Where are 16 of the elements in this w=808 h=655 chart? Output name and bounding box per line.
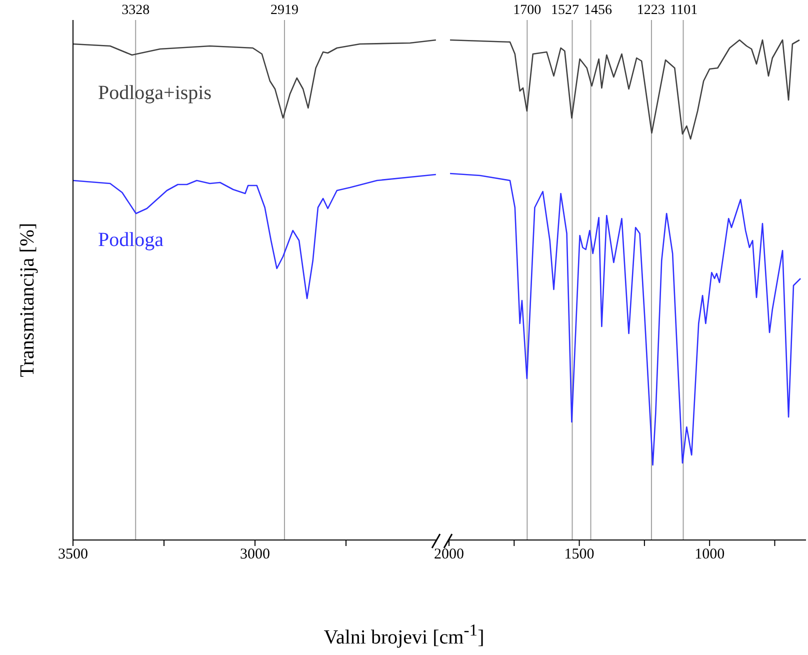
series-label: Podloga <box>98 229 164 252</box>
y-axis-title: Transmitancija [%] <box>16 222 40 378</box>
x-tick-label: 2000 <box>434 546 464 563</box>
ref-line-label: 3328 <box>122 3 150 18</box>
ref-line-label: 1456 <box>584 3 612 18</box>
x-tick-label: 3500 <box>58 546 88 563</box>
ref-line-label: 1527 <box>551 3 580 18</box>
series-label: Podloga+ispis <box>98 82 212 105</box>
x-tick-label: 3000 <box>240 546 270 563</box>
x-tick-label: 1500 <box>564 546 594 563</box>
ref-line-label: 1223 <box>636 3 665 18</box>
ref-line-label: 1700 <box>513 3 542 18</box>
x-axis-title: Valni brojevi [cm$^{-1}$] <box>324 620 484 650</box>
ref-line-label: 2919 <box>270 3 298 18</box>
x-tick-label: 1000 <box>694 546 725 563</box>
ref-line-label: 1101 <box>670 3 698 18</box>
